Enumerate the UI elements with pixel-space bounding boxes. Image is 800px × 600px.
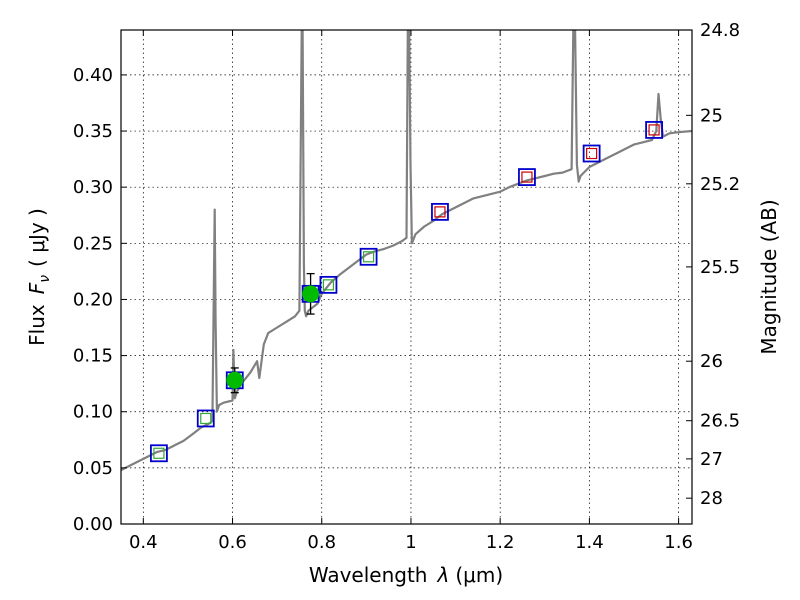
- model-ir-square-inner: [521, 171, 533, 183]
- observed-point: [226, 371, 244, 389]
- model-broadband-square-inner: [322, 279, 335, 291]
- ticks: 0.4 0.6 0.8 1 1.2 1.4 1.6 0.00 0.05 0.10 0.15 0.20 0…: [73, 20, 740, 553]
- y-tick-label: 0.35: [73, 121, 113, 142]
- plot-frame: [120, 29, 693, 525]
- model-ir-square: [518, 168, 536, 186]
- model-ir-square-inner: [586, 147, 598, 160]
- x-axis-label: Wavelength λ (μm): [309, 563, 503, 587]
- model-ir-square: [582, 144, 601, 163]
- y2-axis-label: Magnitude (AB): [757, 199, 781, 354]
- y-tick-label: 0.25: [73, 233, 113, 254]
- plot-area: [121, 30, 692, 472]
- y-tick-label: 0.10: [73, 402, 113, 423]
- model-ir-square-inner: [648, 124, 660, 136]
- model-broadband-square-inner: [362, 251, 375, 263]
- x-tick-label: 1.4: [575, 532, 604, 553]
- y-tick-label: 0.20: [73, 289, 113, 310]
- y-tick-label: 0.40: [73, 65, 113, 86]
- y2-tick-label: 25.5: [700, 257, 740, 278]
- model-broadband-square-inner: [200, 412, 212, 425]
- model-ir-square: [431, 202, 449, 221]
- x-tick-label: 0.8: [307, 532, 336, 553]
- model-broadband-square: [359, 247, 378, 266]
- y2-tick-label: 27: [700, 449, 723, 470]
- model-ir-square: [645, 121, 663, 139]
- model-broadband-square-inner: [153, 447, 165, 459]
- y-tick-label: 0.15: [73, 346, 113, 367]
- x-tick-label: 0.4: [129, 532, 158, 553]
- y-axis-label: FluxFν( μJy ): [25, 208, 53, 346]
- x-tick-label: 1.6: [664, 532, 693, 553]
- model-broadband-square: [196, 409, 215, 428]
- markers: [150, 121, 663, 463]
- y2-tick-label: 28: [700, 488, 723, 509]
- y2-tick-label: 26.5: [700, 411, 740, 432]
- x-tick-label: 0.6: [218, 532, 247, 553]
- model-ir-square-inner: [434, 206, 446, 218]
- observed-point: [302, 285, 320, 303]
- y-tick-label: 0.05: [73, 458, 113, 479]
- y2-tick-label: 25.2: [700, 174, 740, 195]
- y-tick-label: 0.30: [73, 177, 113, 198]
- x-tick-label: 1: [405, 532, 416, 553]
- model-broadband-square: [319, 275, 338, 294]
- y2-tick-label: 26: [700, 351, 723, 372]
- model-broadband-square: [150, 444, 168, 463]
- y2-tick-label: 25: [700, 105, 723, 126]
- x-tick-label: 1.2: [486, 532, 515, 553]
- y-tick-label: 0.00: [73, 514, 113, 535]
- y2-tick-label: 24.8: [700, 20, 740, 41]
- spectrum-line: [121, 30, 692, 472]
